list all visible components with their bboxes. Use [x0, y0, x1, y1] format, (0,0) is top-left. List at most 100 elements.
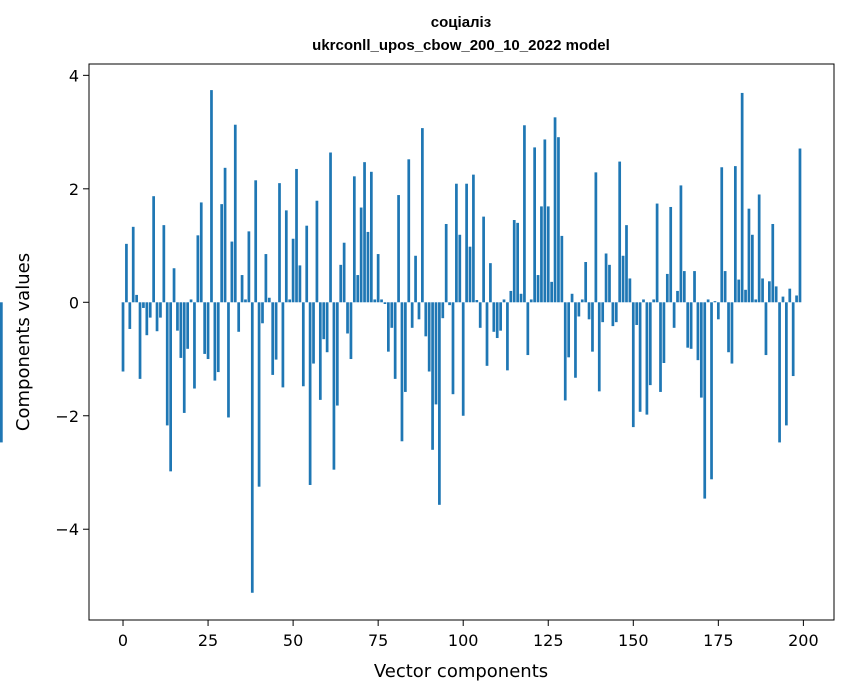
- bar: [213, 302, 217, 381]
- bar: [169, 302, 172, 472]
- bar: [250, 302, 254, 593]
- bar: [206, 302, 210, 360]
- bar: [574, 302, 577, 378]
- bar: [308, 302, 312, 485]
- bar: [584, 262, 588, 303]
- bar: [744, 289, 747, 303]
- bar: [267, 297, 271, 303]
- bar: [346, 302, 349, 334]
- bar: [761, 278, 764, 303]
- bar: [519, 293, 523, 303]
- bar: [444, 223, 448, 303]
- x-tick-label: 175: [703, 631, 734, 650]
- x-tick-label: 25: [198, 631, 218, 650]
- bar: [373, 299, 377, 303]
- bar: [703, 302, 707, 499]
- bar: [563, 302, 567, 401]
- bar: [682, 271, 686, 303]
- chart-title: соціаліз: [431, 14, 491, 31]
- x-tick-label: 100: [448, 631, 479, 650]
- bar: [587, 302, 591, 320]
- bar: [768, 281, 771, 303]
- bar: [281, 302, 285, 388]
- bar: [448, 302, 451, 306]
- bar: [138, 302, 142, 379]
- bar: [699, 302, 703, 398]
- bar: [560, 235, 564, 303]
- bar: [710, 302, 713, 480]
- bar: [730, 302, 734, 364]
- bar: [298, 265, 302, 303]
- bar: [210, 90, 213, 303]
- bar: [580, 299, 584, 303]
- bar: [495, 302, 499, 339]
- bar: [121, 302, 125, 372]
- bar: [543, 139, 547, 303]
- bar: [424, 302, 428, 337]
- bar: [608, 264, 611, 303]
- bar: [176, 302, 179, 331]
- bar: [638, 302, 642, 412]
- bar: [165, 302, 169, 426]
- bar: [356, 275, 360, 303]
- bar: [142, 302, 145, 308]
- bar: [131, 226, 135, 303]
- bar: [478, 302, 482, 328]
- bar: [380, 299, 383, 303]
- bar: [791, 302, 795, 377]
- bar: [465, 183, 468, 303]
- y-tick-label: 2: [69, 180, 79, 199]
- bar: [492, 302, 496, 332]
- bar: [540, 206, 543, 303]
- bar: [349, 302, 353, 360]
- bar: [244, 299, 247, 303]
- bar: [652, 299, 656, 303]
- bar: [441, 302, 445, 319]
- bar: [0, 302, 3, 443]
- bar: [597, 302, 601, 392]
- x-tick-label: 50: [283, 631, 303, 650]
- bar: [264, 254, 268, 303]
- x-tick-label: 200: [788, 631, 819, 650]
- bar: [247, 231, 251, 303]
- y-tick-label: −4: [55, 520, 79, 539]
- bar: [509, 290, 513, 303]
- bar: [635, 302, 639, 325]
- bar: [604, 253, 608, 303]
- bar: [798, 148, 802, 303]
- bar: [274, 302, 278, 360]
- bar: [740, 92, 744, 303]
- bar: [199, 202, 203, 303]
- bar: [659, 302, 662, 392]
- bar: [472, 174, 475, 303]
- bar: [468, 246, 472, 303]
- bar: [152, 196, 155, 303]
- bar: [614, 302, 618, 323]
- bar: [295, 168, 298, 303]
- bar: [322, 302, 326, 340]
- bar: [172, 268, 176, 303]
- bar: [757, 194, 761, 303]
- bar: [230, 241, 234, 303]
- bar: [723, 271, 727, 303]
- bar: [390, 302, 394, 328]
- bar: [716, 302, 720, 320]
- bar: [329, 152, 332, 303]
- bar: [662, 302, 666, 363]
- bar: [601, 302, 605, 323]
- bar: [223, 167, 227, 303]
- bar: [254, 180, 258, 303]
- bar: [451, 302, 455, 395]
- bar: [754, 299, 758, 303]
- x-tick-label: 150: [618, 631, 649, 650]
- bar: [523, 125, 526, 303]
- bar: [720, 167, 724, 303]
- bar: [499, 302, 502, 331]
- bar: [778, 302, 781, 443]
- bar: [434, 302, 438, 405]
- bar: [220, 204, 224, 303]
- bar: [655, 203, 659, 303]
- bar: [591, 302, 594, 352]
- y-tick-label: 4: [69, 66, 79, 85]
